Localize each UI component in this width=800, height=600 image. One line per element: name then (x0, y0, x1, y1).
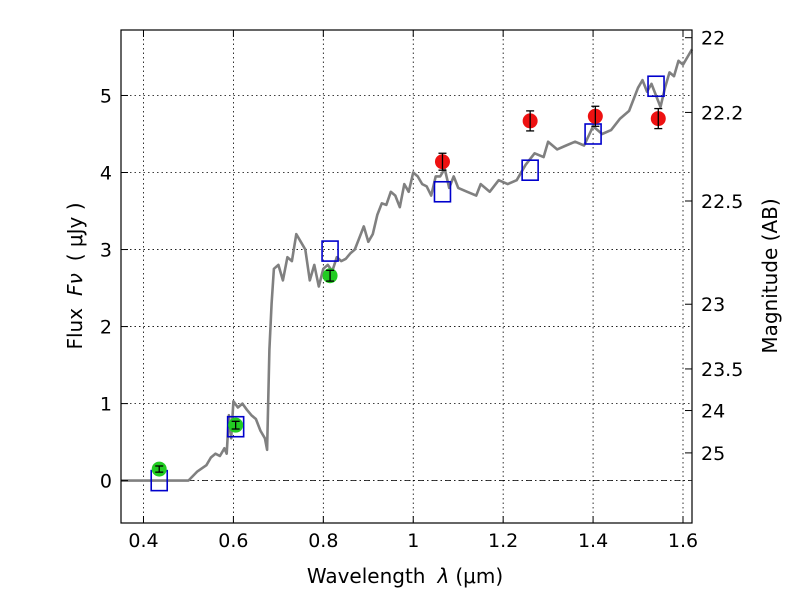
plot-frame (120, 29, 693, 524)
data-markers (150, 75, 666, 492)
y-tick-label: 2 (100, 317, 112, 339)
right-tick-label: 23.5 (701, 359, 743, 381)
spectrum-series (121, 48, 694, 482)
right-tick-label: 22.2 (701, 102, 743, 124)
model-square (647, 75, 665, 98)
right-tick-label: 22 (701, 28, 725, 50)
x-tick-label: 0.8 (308, 530, 338, 552)
model-square (433, 180, 452, 203)
x-tick-label: 0.6 (218, 530, 248, 552)
axis-ticks: 0.4 0.6 0.8 1 1.2 1.4 1.60123452222.222.52323.… (100, 28, 743, 552)
y-axis-label: FluxFν( μJy ) (63, 202, 87, 349)
y-tick-label: 1 (100, 394, 112, 416)
y-tick-label: 3 (100, 240, 112, 262)
x-tick-label: 1.6 (668, 530, 698, 552)
right-tick-label: 24 (701, 401, 725, 423)
right-tick-label: 23 (701, 294, 725, 316)
y-tick-label: 0 (100, 471, 112, 493)
x-tick-label: 0.4 (128, 530, 158, 552)
x-axis-label: Wavelength λ (μm) (307, 564, 503, 588)
right-axis-label: Magnitude (AB) (758, 198, 782, 353)
y-tick-label: 5 (100, 85, 112, 107)
model-square (584, 123, 602, 145)
grid (121, 30, 692, 523)
right-tick-label: 22.5 (701, 191, 743, 213)
x-tick-label: 1.2 (488, 530, 518, 552)
model-square (321, 240, 339, 262)
x-tick-label: 1 (407, 530, 419, 552)
right-tick-label: 25 (701, 443, 725, 465)
x-tick-label: 1.4 (578, 530, 608, 552)
model-square (521, 159, 539, 181)
model-square (226, 415, 245, 438)
spectrum-line (121, 48, 694, 482)
y-tick-label: 4 (100, 163, 112, 185)
